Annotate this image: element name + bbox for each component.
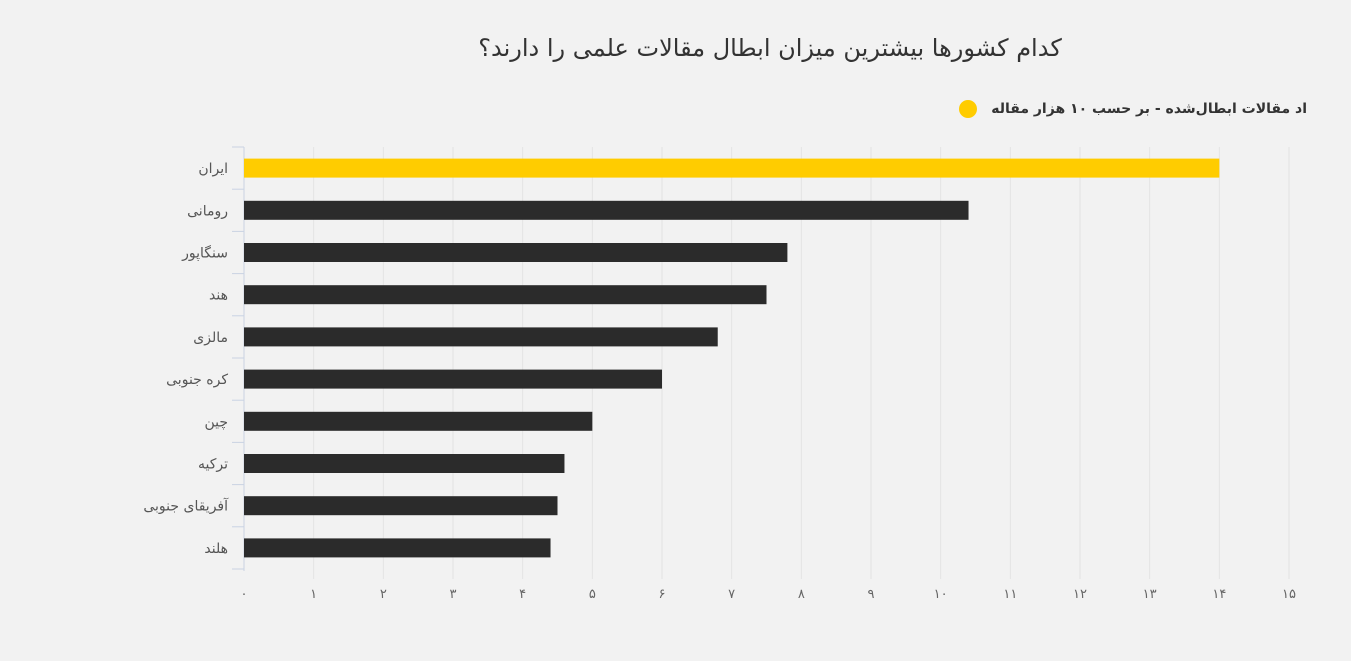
x-tick-label: ۱۲	[1073, 587, 1087, 602]
bar-5[interactable]	[244, 369, 662, 389]
category-label: هلند	[204, 541, 228, 557]
x-tick-label: ۵	[589, 587, 596, 602]
x-tick-label: ۲	[380, 587, 387, 602]
category-label: ترکیه	[198, 457, 228, 473]
bar-2[interactable]	[244, 243, 788, 262]
x-tick-label: ۷	[728, 587, 735, 602]
legend-marker-icon	[959, 100, 978, 118]
x-tick-label: ۱	[310, 587, 317, 602]
x-tick-label: ۹	[868, 587, 875, 602]
bar-1[interactable]	[244, 200, 969, 220]
bar-3[interactable]	[244, 285, 767, 305]
bar-0[interactable]	[244, 158, 1220, 178]
category-label: سنگاپور	[181, 245, 228, 262]
x-tick-label: ۱۳	[1143, 587, 1157, 602]
x-tick-label: ۳	[450, 587, 457, 602]
category-label: هند	[209, 288, 228, 304]
x-tick-label: ۴	[519, 587, 526, 602]
chart-title: کدام کشورها بیشترین میزان ابطال مقالات ع…	[478, 34, 1062, 62]
bar-6[interactable]	[244, 411, 593, 431]
category-label: ایران	[198, 161, 228, 177]
x-tick-label: ۸	[798, 587, 805, 602]
category-label: رومانی	[187, 203, 228, 219]
bar-4[interactable]	[244, 327, 718, 347]
bar-8[interactable]	[244, 496, 558, 516]
bar-9[interactable]	[244, 538, 551, 558]
legend-label: اد مقالات ابطال‌شده - بر حسب ۱۰ هزار مقا…	[991, 101, 1307, 117]
category-label: چین	[204, 414, 228, 430]
legend[interactable]: اد مقالات ابطال‌شده - بر حسب ۱۰ هزار مقا…	[959, 100, 1307, 118]
category-label: آفریقای جنوبی	[143, 498, 229, 515]
x-tick-label: ۰	[241, 587, 248, 602]
category-label: مالزی	[193, 330, 228, 346]
x-tick-label: ۱۰	[934, 587, 948, 602]
x-tick-label: ۱۱	[1003, 587, 1017, 602]
x-tick-label: ۱۵	[1282, 587, 1296, 602]
x-tick-label: ۶	[659, 587, 666, 602]
x-tick-label: ۱۴	[1212, 587, 1226, 602]
category-label: کره جنوبی	[166, 372, 228, 388]
bar-7[interactable]	[244, 454, 565, 473]
